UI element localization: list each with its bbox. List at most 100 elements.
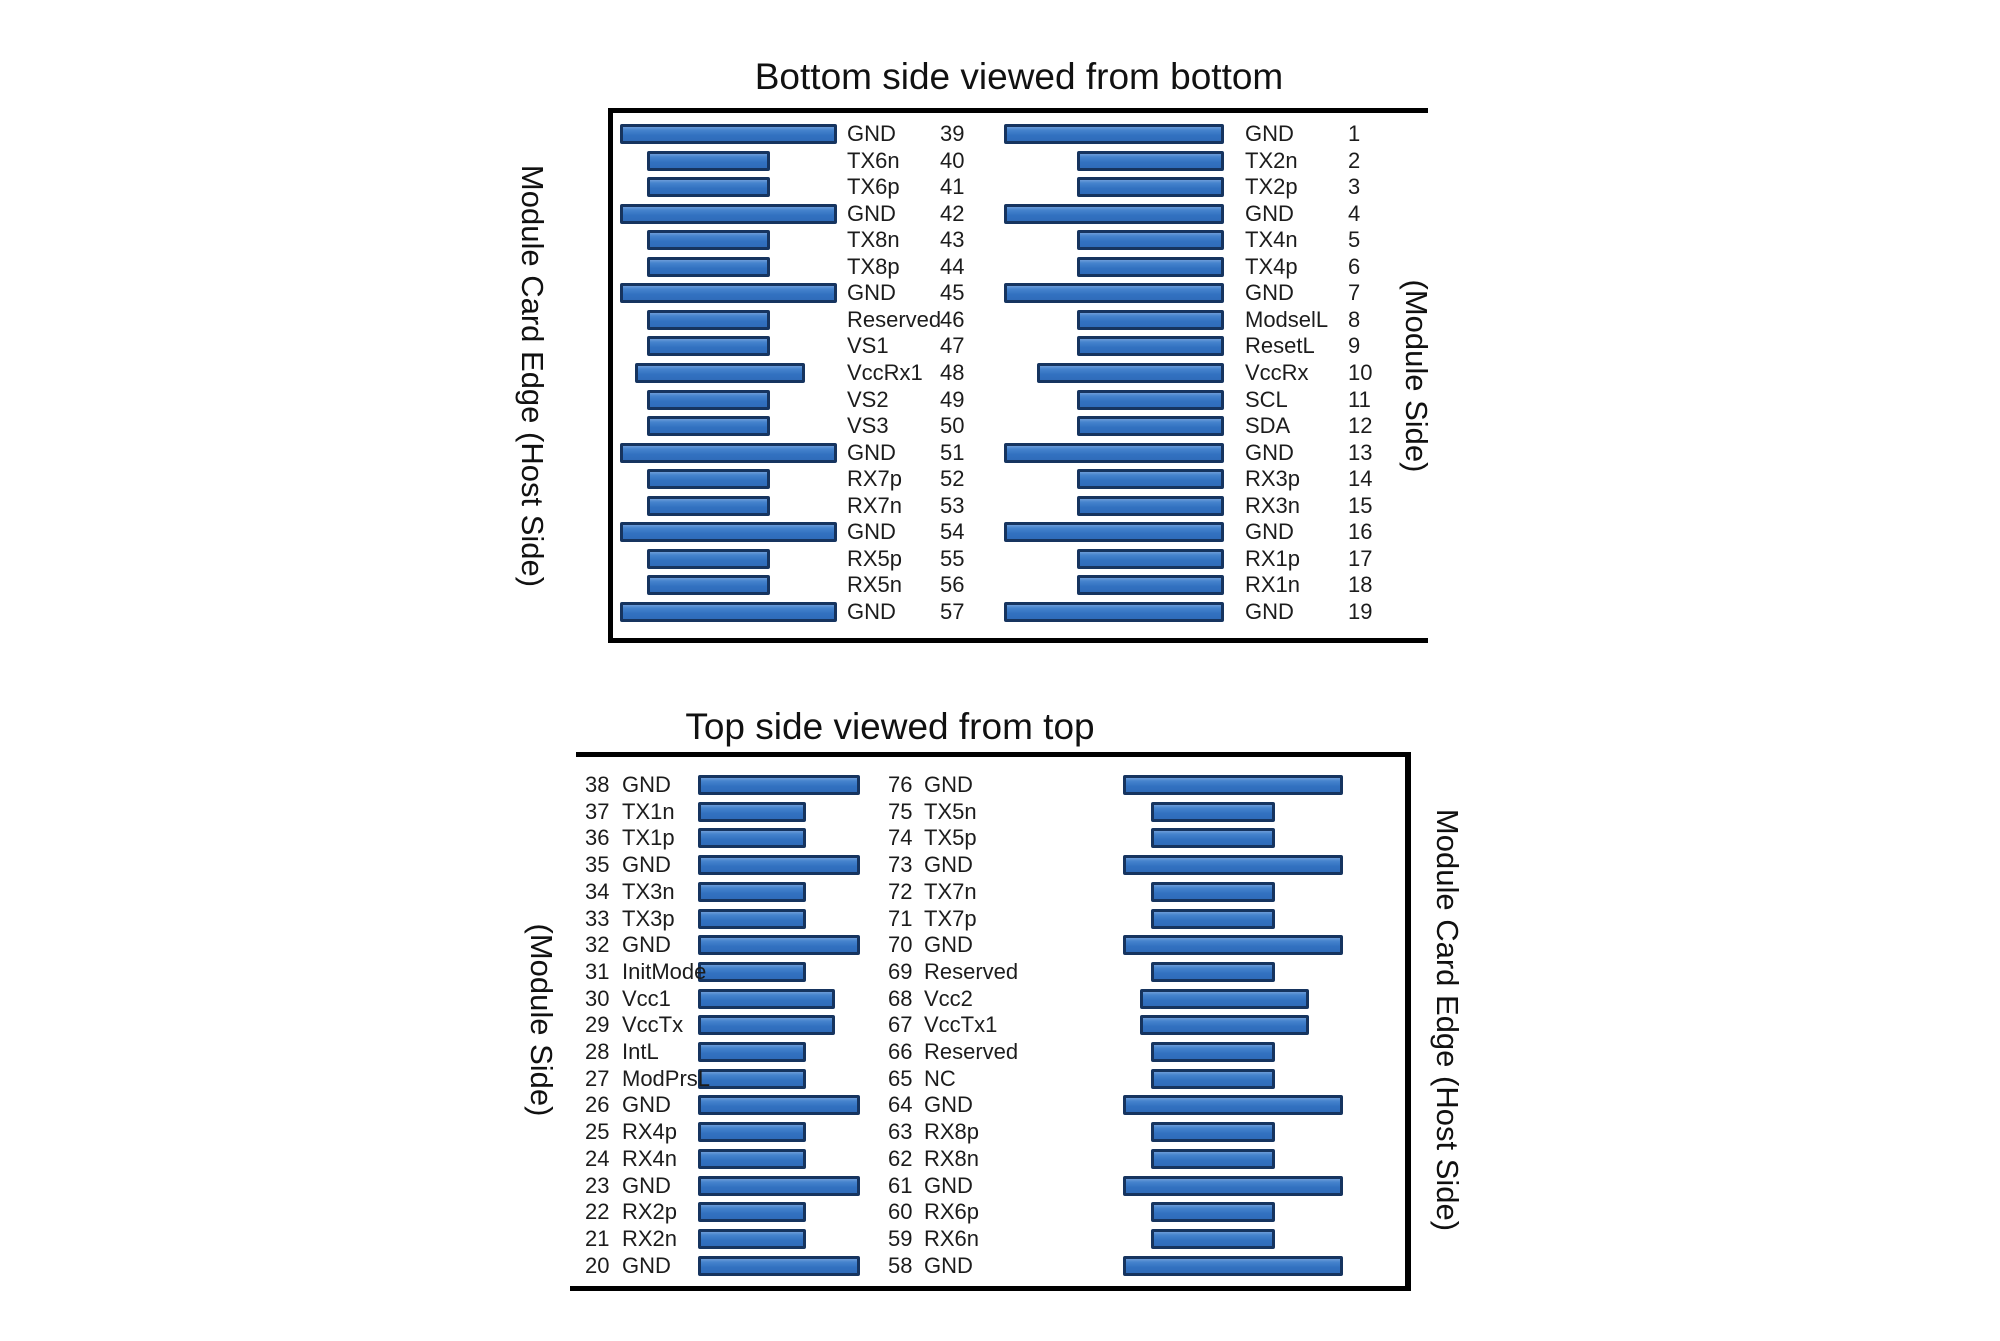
pin-label-67: VccTx1 bbox=[924, 1012, 998, 1038]
pin-number-33: 33 bbox=[585, 905, 610, 931]
pin-number-2: 2 bbox=[1348, 147, 1361, 173]
pin-number-20: 20 bbox=[585, 1252, 610, 1278]
pin-number-49: 49 bbox=[940, 386, 965, 412]
pin-label-19: GND bbox=[1245, 598, 1294, 624]
pin-bar-70 bbox=[1123, 935, 1343, 956]
pin-number-39: 39 bbox=[940, 121, 965, 146]
pin-label-75: TX5n bbox=[924, 798, 977, 824]
pin-label-18: RX1n bbox=[1245, 572, 1301, 598]
pin-number-47: 47 bbox=[940, 333, 965, 359]
pin-bar-25 bbox=[698, 1122, 806, 1143]
pin-label-40: TX6n bbox=[847, 147, 900, 173]
pin-label-52: RX7p bbox=[847, 466, 903, 492]
pin-bar-72 bbox=[1151, 881, 1275, 902]
pin-number-55: 55 bbox=[940, 545, 965, 571]
pin-bar-57 bbox=[620, 601, 837, 622]
pin-number-50: 50 bbox=[940, 413, 965, 439]
pin-bar-19 bbox=[1004, 601, 1224, 622]
pin-number-15: 15 bbox=[1348, 492, 1373, 518]
pin-bar-56 bbox=[647, 575, 770, 596]
pin-label-6: TX4p bbox=[1245, 253, 1298, 279]
pin-number-22: 22 bbox=[585, 1199, 610, 1225]
pin-number-5: 5 bbox=[1348, 227, 1361, 253]
pin-label-64: GND bbox=[924, 1092, 973, 1118]
pin-label-65: NC bbox=[924, 1065, 956, 1091]
pin-number-38: 38 bbox=[585, 772, 610, 797]
pin-label-4: GND bbox=[1245, 200, 1294, 226]
pin-number-25: 25 bbox=[585, 1119, 610, 1145]
pin-bar-11 bbox=[1077, 389, 1224, 410]
pin-label-11: SCL bbox=[1245, 386, 1288, 412]
pin-bar-64 bbox=[1123, 1095, 1343, 1116]
pin-label-21: RX2n bbox=[622, 1225, 678, 1251]
pin-number-64: 64 bbox=[888, 1092, 913, 1118]
pin-number-43: 43 bbox=[940, 227, 965, 253]
pin-bar-47 bbox=[647, 336, 770, 357]
pin-bar-38 bbox=[698, 775, 860, 795]
pin-label-24: RX4n bbox=[622, 1145, 678, 1171]
pin-bar-59 bbox=[1151, 1228, 1275, 1249]
pin-bar-35 bbox=[698, 855, 860, 876]
pin-number-16: 16 bbox=[1348, 519, 1373, 545]
pin-label-34: TX3n bbox=[622, 878, 675, 904]
pin-bar-16 bbox=[1004, 522, 1224, 543]
pin-bar-44 bbox=[647, 256, 770, 277]
pin-number-59: 59 bbox=[888, 1225, 913, 1251]
edge-label-module-side-top-diagram: (Module Side) bbox=[1399, 279, 1434, 473]
pin-number-9: 9 bbox=[1348, 333, 1361, 359]
pin-number-10: 10 bbox=[1348, 359, 1373, 385]
pin-label-71: TX7p bbox=[924, 905, 977, 931]
pin-label-35: GND bbox=[622, 852, 671, 878]
pin-bar-29 bbox=[698, 1015, 835, 1036]
pin-bar-1 bbox=[1004, 124, 1224, 144]
pin-label-17: RX1p bbox=[1245, 545, 1301, 571]
pin-number-8: 8 bbox=[1348, 306, 1361, 332]
pin-number-11: 11 bbox=[1348, 386, 1371, 412]
pin-number-6: 6 bbox=[1348, 253, 1361, 279]
pin-number-24: 24 bbox=[585, 1145, 610, 1171]
pin-bar-34 bbox=[698, 881, 806, 902]
pin-number-66: 66 bbox=[888, 1039, 913, 1064]
pin-number-45: 45 bbox=[940, 280, 965, 306]
pin-label-9: ResetL bbox=[1245, 333, 1315, 359]
pin-bar-48 bbox=[635, 362, 805, 383]
pin-number-65: 65 bbox=[888, 1065, 913, 1091]
pin-number-36: 36 bbox=[585, 825, 610, 851]
pin-label-16: GND bbox=[1245, 519, 1294, 545]
pin-number-40: 40 bbox=[940, 147, 965, 173]
pin-bar-68 bbox=[1140, 988, 1309, 1009]
pin-number-42: 42 bbox=[940, 200, 965, 226]
pin-number-23: 23 bbox=[585, 1172, 610, 1198]
pin-label-14: RX3p bbox=[1245, 466, 1301, 492]
pin-bar-3 bbox=[1077, 177, 1224, 198]
pin-label-15: RX3n bbox=[1245, 492, 1301, 518]
pin-number-60: 60 bbox=[888, 1199, 913, 1225]
pin-number-26: 26 bbox=[585, 1092, 610, 1118]
pin-bar-50 bbox=[647, 416, 770, 437]
pin-number-12: 12 bbox=[1348, 413, 1373, 439]
pin-number-19: 19 bbox=[1348, 598, 1373, 624]
pin-bar-5 bbox=[1077, 230, 1224, 251]
pin-label-48: VccRx1 bbox=[847, 359, 923, 385]
pin-bar-54 bbox=[620, 522, 837, 543]
pin-label-27: ModPrsL bbox=[622, 1065, 711, 1091]
edge-label-host-side-top-diagram: Module Card Edge (Host Side) bbox=[515, 164, 550, 588]
pin-number-32: 32 bbox=[585, 932, 610, 958]
pin-label-33: TX3p bbox=[622, 905, 675, 931]
pin-number-72: 72 bbox=[888, 878, 913, 904]
pin-number-37: 37 bbox=[585, 798, 610, 824]
pin-bar-42 bbox=[620, 203, 837, 224]
pin-bar-12 bbox=[1077, 416, 1224, 437]
pin-label-36: TX1p bbox=[622, 825, 675, 851]
pin-bar-74 bbox=[1151, 828, 1275, 849]
pin-label-69: Reserved bbox=[924, 958, 1019, 984]
pin-bar-14 bbox=[1077, 469, 1224, 490]
pin-label-56: RX5n bbox=[847, 572, 903, 598]
pin-label-73: GND bbox=[924, 852, 973, 878]
pin-label-22: RX2p bbox=[622, 1199, 678, 1225]
pin-label-46: Reserved bbox=[847, 306, 942, 332]
pin-number-56: 56 bbox=[940, 572, 965, 598]
diagram-title-bottom-side: Bottom side viewed from bottom bbox=[754, 56, 1284, 97]
pin-bar-65 bbox=[1151, 1068, 1275, 1089]
pin-number-75: 75 bbox=[888, 798, 913, 824]
